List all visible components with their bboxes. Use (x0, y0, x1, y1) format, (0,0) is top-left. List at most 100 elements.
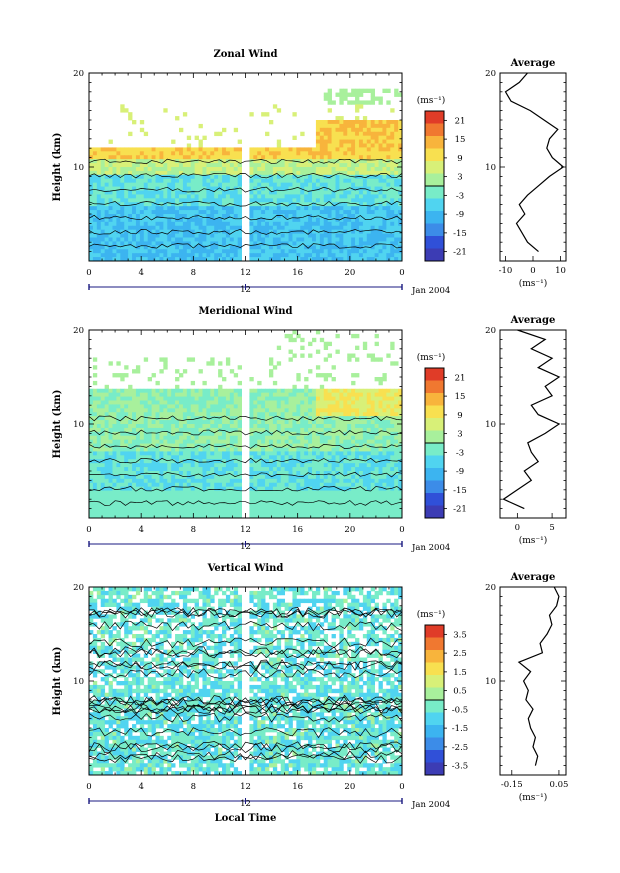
heatmap-cell (315, 190, 321, 195)
heatmap-cell (292, 135, 297, 140)
heatmap-cell (155, 494, 160, 499)
heatmap-cell (296, 151, 301, 156)
heatmap-cell (132, 400, 137, 405)
heatmap-cell (394, 131, 399, 137)
heatmap-cell (319, 182, 325, 187)
heatmap-cell (171, 202, 176, 207)
heatmap-cell (284, 202, 289, 207)
heatmap-cell (96, 151, 102, 156)
heatmap-cell (206, 416, 211, 421)
heatmap-cell (202, 392, 207, 397)
heatmap-cell (128, 116, 133, 121)
heatmap-cell (374, 416, 379, 421)
heatmap-cell (190, 170, 196, 176)
heatmap-cell (276, 194, 282, 199)
heatmap-cell (249, 245, 254, 250)
heatmap-cell (265, 478, 270, 484)
heatmap-cell (378, 249, 383, 254)
heatmap-cell (358, 451, 364, 456)
heatmap-cell (261, 233, 266, 238)
heatmap-cell (198, 221, 203, 227)
heatmap-cell (319, 123, 325, 129)
heatmap-cell (339, 447, 344, 452)
heatmap-cell (276, 345, 282, 350)
heatmap-cell (139, 147, 145, 152)
heatmap-cell (225, 467, 231, 472)
heatmap-cell (343, 424, 348, 429)
heatmap-cell (120, 174, 125, 180)
heatmap-cell (194, 186, 199, 191)
heatmap-cell (96, 194, 102, 199)
heatmap-cell (249, 455, 254, 460)
heatmap-cell (139, 388, 145, 394)
heatmap-cell (390, 447, 395, 452)
heatmap-cell (394, 159, 399, 164)
heatmap-cell (382, 127, 387, 133)
heatmap-cell (370, 182, 376, 187)
heatmap-cell (355, 190, 360, 195)
heatmap-cell (120, 151, 125, 156)
heatmap-cell (339, 116, 344, 121)
heatmap-cell (394, 253, 399, 258)
heatmap-cell (222, 257, 227, 262)
heatmap-cell (222, 463, 227, 468)
heatmap-cell (323, 217, 329, 223)
heatmap-cell (335, 459, 340, 464)
heatmap-cell (100, 451, 106, 456)
heatmap-cell (210, 210, 215, 215)
heatmap-cell (124, 206, 129, 211)
heatmap-cell (104, 233, 109, 238)
heatmap-cell (229, 408, 235, 413)
heatmap-cell (120, 459, 125, 464)
heatmap-cell (382, 202, 387, 207)
heatmap-cell (378, 412, 383, 417)
heatmap-cell (116, 447, 121, 452)
heatmap-cell (296, 163, 301, 168)
heatmap-cell (327, 443, 332, 448)
heatmap-cell (202, 151, 207, 156)
heatmap-cell (229, 194, 235, 199)
heatmap-cell (280, 478, 286, 484)
heatmap-cell (370, 214, 376, 219)
heatmap-cell (323, 455, 329, 460)
heatmap-cell (358, 478, 364, 484)
heatmap-cell (124, 494, 129, 499)
heatmap-cell (132, 443, 137, 448)
heatmap-cell (182, 159, 188, 164)
heatmap-cell (206, 147, 211, 152)
heatmap-cell (147, 174, 152, 180)
heatmap-cell (300, 443, 305, 448)
heatmap-cell (351, 221, 356, 227)
heatmap-cell (355, 443, 360, 448)
heatmap-cell (120, 451, 125, 456)
heatmap-cell (151, 451, 156, 456)
heatmap-cell (284, 186, 289, 191)
heatmap-cell (89, 233, 94, 238)
heatmap-cell (272, 190, 278, 195)
heatmap-cell (335, 245, 340, 250)
heatmap-cell (339, 159, 344, 164)
heatmap-cell (319, 186, 325, 191)
heatmap-cell (280, 249, 286, 254)
heatmap-cell (190, 151, 196, 156)
heatmap-cell (257, 447, 262, 452)
heatmap-cell (151, 486, 156, 491)
heatmap-cell (214, 400, 219, 405)
heatmap-cell (327, 96, 332, 101)
heatmap-cell (190, 233, 196, 238)
heatmap-cell (218, 369, 223, 374)
heatmap-cell (390, 467, 395, 472)
heatmap-cell (335, 190, 340, 195)
heatmap-cell (347, 139, 352, 144)
heatmap-cell (390, 143, 395, 148)
heatmap-cell (339, 451, 344, 456)
heatmap-cell (331, 478, 336, 484)
heatmap-cell (171, 206, 176, 211)
heatmap-cell (135, 163, 141, 168)
heatmap-cell (390, 170, 395, 176)
heatmap-cell (315, 455, 321, 460)
heatmap-cell (233, 174, 239, 180)
heatmap-cell (308, 241, 313, 246)
heatmap-cell (261, 424, 266, 429)
heatmap-cell (265, 214, 270, 219)
